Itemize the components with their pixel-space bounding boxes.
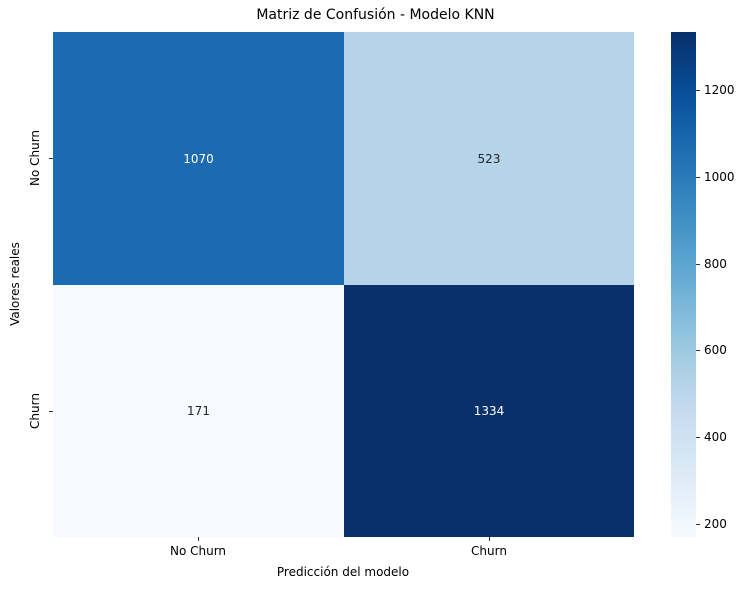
x-axis-title: Predicción del modelo: [276, 565, 410, 579]
cell-value: 1334: [473, 404, 505, 418]
x-tick: [489, 537, 490, 541]
y-tick-label: No Churn: [28, 129, 42, 187]
y-tick: [49, 411, 53, 412]
colorbar-tick: [696, 437, 700, 438]
x-tick-label: Churn: [471, 544, 507, 558]
colorbar: [671, 32, 696, 537]
cell-true-churn-pred-churn: 1334: [344, 285, 634, 537]
colorbar-label: 600: [704, 343, 727, 357]
cell-value: 1070: [183, 151, 214, 166]
y-tick-label: Churn: [28, 393, 42, 429]
y-axis-title: Valores reales: [8, 242, 22, 326]
y-tick: [49, 158, 53, 159]
chart-title: Matriz de Confusión - Modelo KNN: [256, 7, 495, 23]
colorbar-label: 200: [704, 517, 727, 531]
cell-true-churn-pred-nochurn: 171: [53, 285, 344, 537]
cell-true-nochurn-pred-nochurn: 1070: [53, 32, 344, 285]
colorbar-tick: [696, 350, 700, 351]
colorbar-tick: [696, 264, 700, 265]
x-tick: [198, 537, 199, 541]
colorbar-tick: [696, 90, 700, 91]
cell-value: 523: [477, 151, 501, 166]
heatmap: 1070 523 171 1334: [53, 32, 634, 537]
colorbar-label: 400: [704, 430, 727, 444]
cell-true-nochurn-pred-churn: 523: [344, 32, 634, 285]
cell-value: 171: [187, 404, 210, 418]
colorbar-tick: [696, 177, 700, 178]
x-tick-label: No Churn: [169, 544, 227, 558]
colorbar-tick: [696, 524, 700, 525]
colorbar-label: 800: [704, 257, 727, 271]
colorbar-label: 1200: [704, 83, 735, 97]
colorbar-label: 1000: [704, 170, 735, 184]
